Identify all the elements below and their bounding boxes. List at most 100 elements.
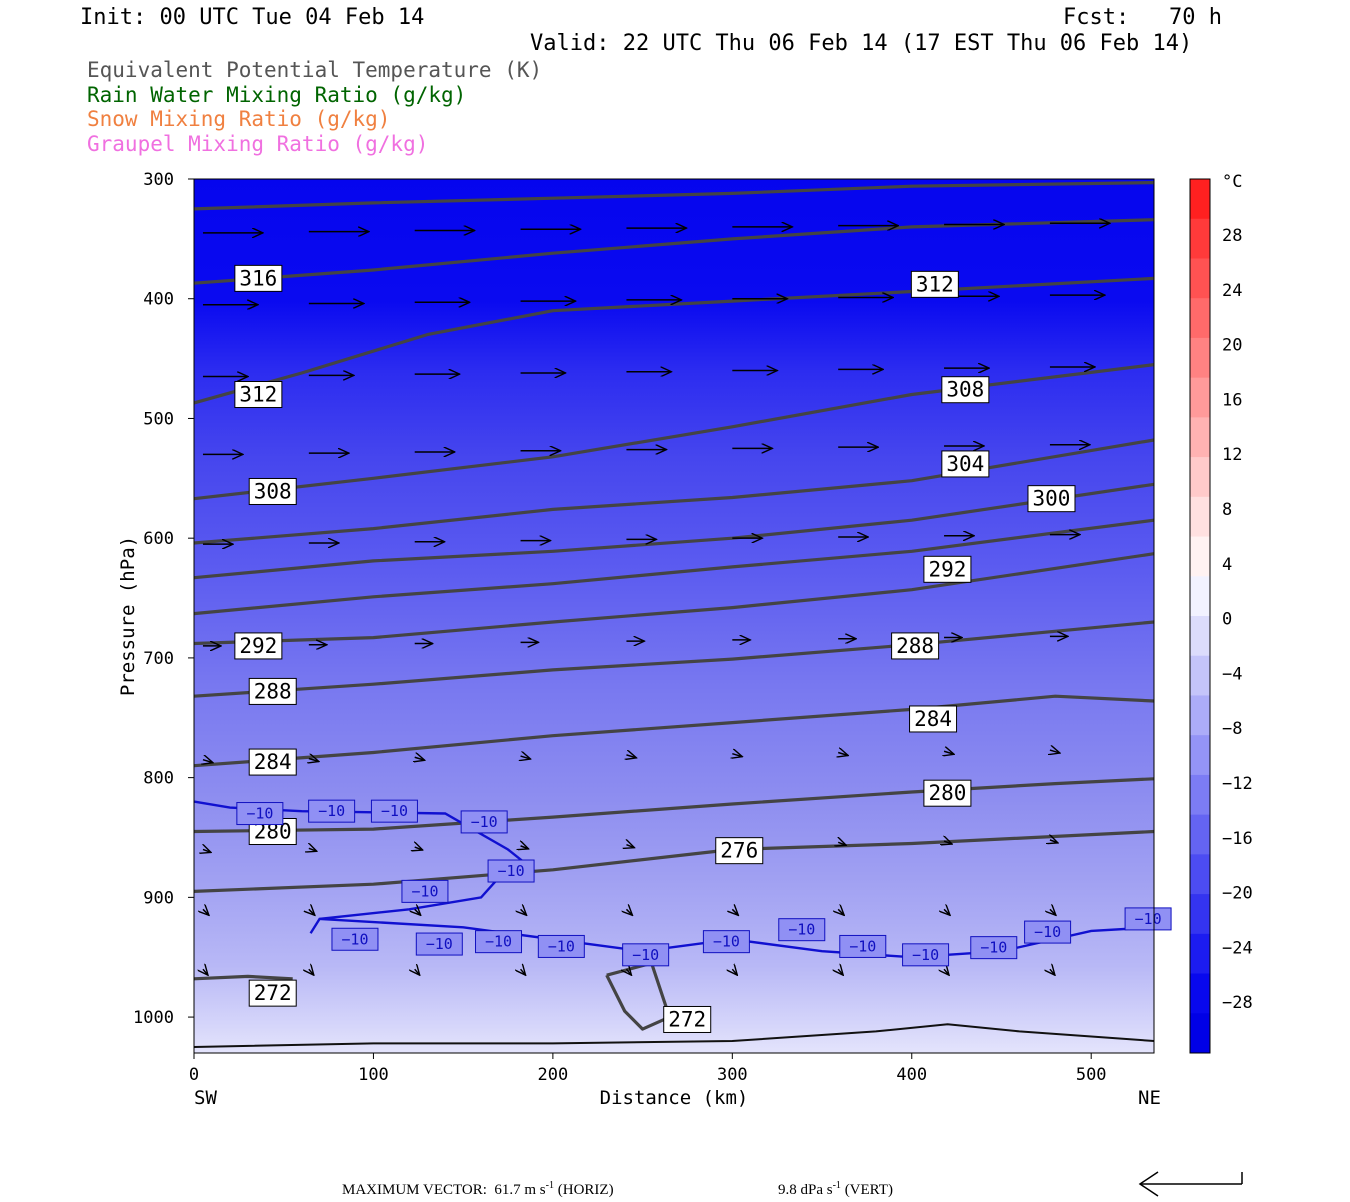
max-vector-vert-value: 9.8 dPa s: [778, 1182, 833, 1198]
temperature-label-box: [970, 936, 1018, 960]
colorbar-segment: [1190, 337, 1210, 379]
contour-label-box: [923, 779, 972, 807]
colorbar-segment: [1190, 774, 1210, 816]
temperature-label-box: [902, 943, 950, 967]
theta-e-contour: [193, 218, 1155, 285]
wind-vector: [626, 969, 631, 975]
wind-vector: [1050, 750, 1060, 753]
plot-frame: [193, 178, 1155, 1054]
contour-label: 292: [928, 557, 966, 581]
contour-label: 288: [254, 679, 292, 703]
temperature-label-box: [460, 810, 508, 834]
legend-rain-water: Rain Water Mixing Ratio (g/kg): [87, 83, 467, 107]
y-tick-label: 800: [143, 769, 174, 789]
temperature-label: −10: [426, 935, 453, 953]
colorbar-segment: [1190, 576, 1210, 617]
colorbar-segment: [1190, 218, 1210, 259]
contour-label: 280: [928, 781, 966, 805]
wind-vector: [626, 755, 636, 758]
contour-label-box: [234, 264, 283, 292]
temperature-label-box: [370, 799, 418, 823]
y-tick-label: 500: [143, 409, 174, 429]
theta-e-contour: [193, 482, 1155, 580]
contour-label-box: [941, 450, 990, 478]
temperature-label-box: [401, 879, 449, 903]
x-end-label-left: SW: [194, 1087, 217, 1109]
contour-label: 276: [720, 839, 758, 863]
max-vector-label: MAXIMUM VECTOR:: [342, 1182, 487, 1198]
wind-vector: [521, 969, 526, 975]
colorbar-segment: [1190, 854, 1210, 895]
temperature-label-box: [839, 934, 887, 958]
colorbar-tick-label: 4: [1222, 555, 1232, 575]
colorbar-segment: [1190, 179, 1210, 220]
temperature-label: −10: [485, 933, 512, 951]
colorbar-tick-label: −4: [1222, 664, 1242, 684]
wind-vector: [838, 909, 844, 915]
colorbar-segment: [1190, 695, 1210, 736]
temperature-label: −10: [246, 805, 273, 823]
temperature-label: −10: [411, 882, 438, 900]
contour-label-box: [248, 477, 297, 505]
legend-graupel: Graupel Mixing Ratio (g/kg): [87, 132, 429, 156]
wind-vector: [732, 909, 738, 915]
temperature-label-box: [487, 859, 535, 883]
theta-e-contour: [193, 777, 1155, 834]
contour-label: 308: [946, 378, 984, 402]
theta-e-contour: [193, 552, 1155, 646]
colorbar-tick-label: 28: [1222, 226, 1242, 246]
wind-vector: [309, 969, 314, 975]
contour-label: 312: [239, 383, 277, 407]
wind-vector: [732, 969, 737, 975]
wind-vector: [521, 756, 531, 759]
contour-label-box: [910, 270, 959, 298]
temperature-label-box: [415, 932, 463, 956]
wind-vector: [415, 909, 421, 915]
y-tick-label: 400: [143, 290, 174, 310]
colorbar-segment: [1190, 1013, 1210, 1054]
colorbar-tick-label: −16: [1222, 829, 1253, 849]
x-tick-label: 0: [189, 1065, 199, 1085]
temperature-label-box: [702, 930, 750, 954]
temperature-label: −10: [632, 946, 659, 964]
contour-label-box: [923, 555, 972, 583]
wind-vector: [944, 841, 952, 844]
colorbar-tick-label: 16: [1222, 390, 1242, 410]
x-tick-label: 500: [1076, 1065, 1107, 1085]
temperature-label-box: [475, 930, 523, 954]
colorbar-tick-label: −12: [1222, 774, 1253, 794]
contour-label: 284: [914, 707, 952, 731]
temperature-label: −10: [498, 862, 525, 880]
colorbar-tick-label: −8: [1222, 719, 1242, 739]
contour-label-box: [248, 979, 297, 1007]
colorbar-tick-label: 12: [1222, 445, 1242, 465]
wind-vector: [203, 760, 213, 763]
temperature-label-box: [622, 943, 670, 967]
wind-vector: [415, 969, 420, 975]
temperature-label-box: [537, 934, 585, 958]
temperature-label: −10: [849, 937, 876, 955]
wind-vector: [1050, 909, 1056, 915]
temperature-label: −10: [713, 933, 740, 951]
temperature-label: −10: [381, 802, 408, 820]
valid-time-label: Valid: 22 UTC Thu 06 Feb 14 (17 EST Thu …: [530, 31, 1193, 56]
terrain-line: [193, 1023, 1155, 1048]
y-axis-title: Pressure (hPa): [117, 536, 139, 696]
contour-label-box: [234, 632, 283, 660]
colorbar-unit: °C: [1222, 172, 1242, 192]
contour-label: 300: [1033, 487, 1071, 511]
temperature-label-box: [778, 918, 826, 942]
colorbar-segment: [1190, 894, 1210, 935]
colorbar-segment: [1190, 417, 1210, 458]
temperature-contour: [309, 866, 509, 934]
max-vector-horiz-suffix: (HORIZ): [554, 1182, 614, 1198]
colorbar-segment: [1190, 457, 1210, 498]
wind-vector: [415, 847, 423, 850]
temperature-label: −10: [1034, 923, 1061, 941]
wind-vector: [415, 757, 425, 760]
wind-vector: [626, 845, 634, 848]
wind-vector: [203, 849, 211, 852]
max-vector-horiz: MAXIMUM VECTOR: 61.7 m s-1 (HORIZ): [342, 1180, 614, 1198]
y-tick-label: 300: [143, 170, 174, 190]
wind-vector: [203, 909, 209, 915]
